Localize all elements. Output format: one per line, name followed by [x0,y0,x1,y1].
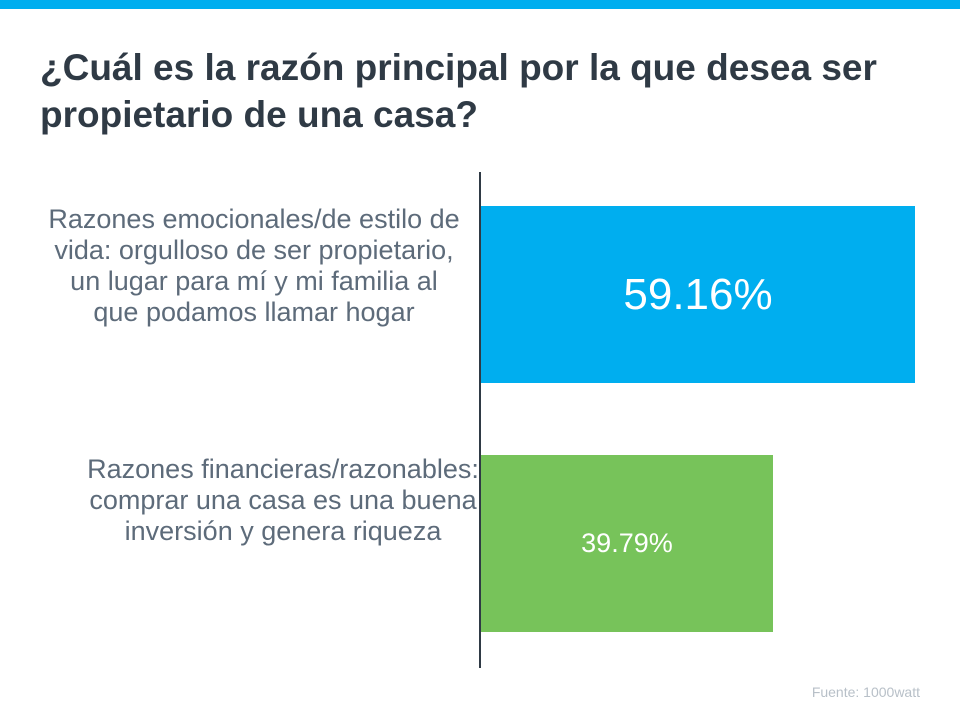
data-label-financial: 39.79% [581,528,673,558]
chart-title: ¿Cuál es la razón principal por la que d… [40,47,877,135]
y-axis-line [479,172,481,668]
category-label-financial: Razones financieras/razonables: comprar … [87,454,479,546]
category-label-emotional: Razones emocionales/de estilo de vida: o… [48,204,460,327]
data-label-emotional: 59.16% [623,269,773,319]
bar-emotional: 59.16% [481,206,915,383]
top-accent-bar [0,0,960,9]
source-note: Fuente: 1000watt [811,684,920,700]
bar-financial: 39.79% [481,455,773,632]
